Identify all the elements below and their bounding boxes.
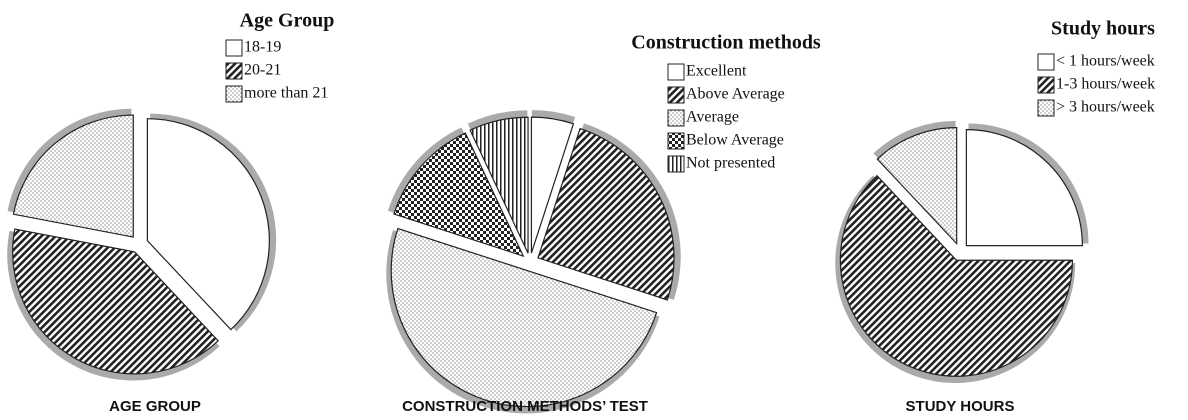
legend-swatch [667,132,685,150]
chart-caption: STUDY HOURS [906,398,1015,415]
pie-slice [839,174,1074,377]
legend-label: Above Average [686,86,785,103]
legend-label: 20-21 [244,62,281,79]
legend-label: 1-3 hours/week [1056,76,1155,93]
pie-slice [393,132,525,258]
legend-title: Study hours [1051,18,1155,40]
legend-label: 18-19 [244,39,281,56]
pie-slice [12,228,220,375]
legend-swatch [1037,76,1055,94]
pie-slice [530,116,575,254]
pie-slice [469,116,529,254]
legend-swatch [1037,53,1055,71]
legend-title: Age Group [240,10,335,32]
chart-caption: CONSTRUCTION METHODS’ TEST [402,398,648,415]
legend-label: Excellent [686,63,747,80]
legend-swatch [225,62,243,80]
legend-swatch [225,39,243,57]
legend-label: < 1 hours/week [1056,53,1155,70]
pie-slice [876,127,958,246]
pie-slice [965,129,1083,247]
legend-swatch [1037,99,1055,117]
legend-title: Construction methods [631,32,821,54]
legend-swatch [225,85,243,103]
legend-swatch [667,155,685,173]
legend-label: > 3 hours/week [1056,99,1155,116]
legend-swatch [667,63,685,81]
legend-label: Not presented [686,155,775,172]
pie-slice [146,118,270,331]
legend-label: Below Average [686,132,784,149]
legend-label: more than 21 [244,85,328,102]
pie-slice [12,114,134,238]
chart-caption: AGE GROUP [109,398,201,415]
pie-slice [390,227,658,408]
legend-swatch [667,86,685,104]
legend-label: Average [686,109,739,126]
pie-slice [537,127,675,301]
legend-swatch [667,109,685,127]
